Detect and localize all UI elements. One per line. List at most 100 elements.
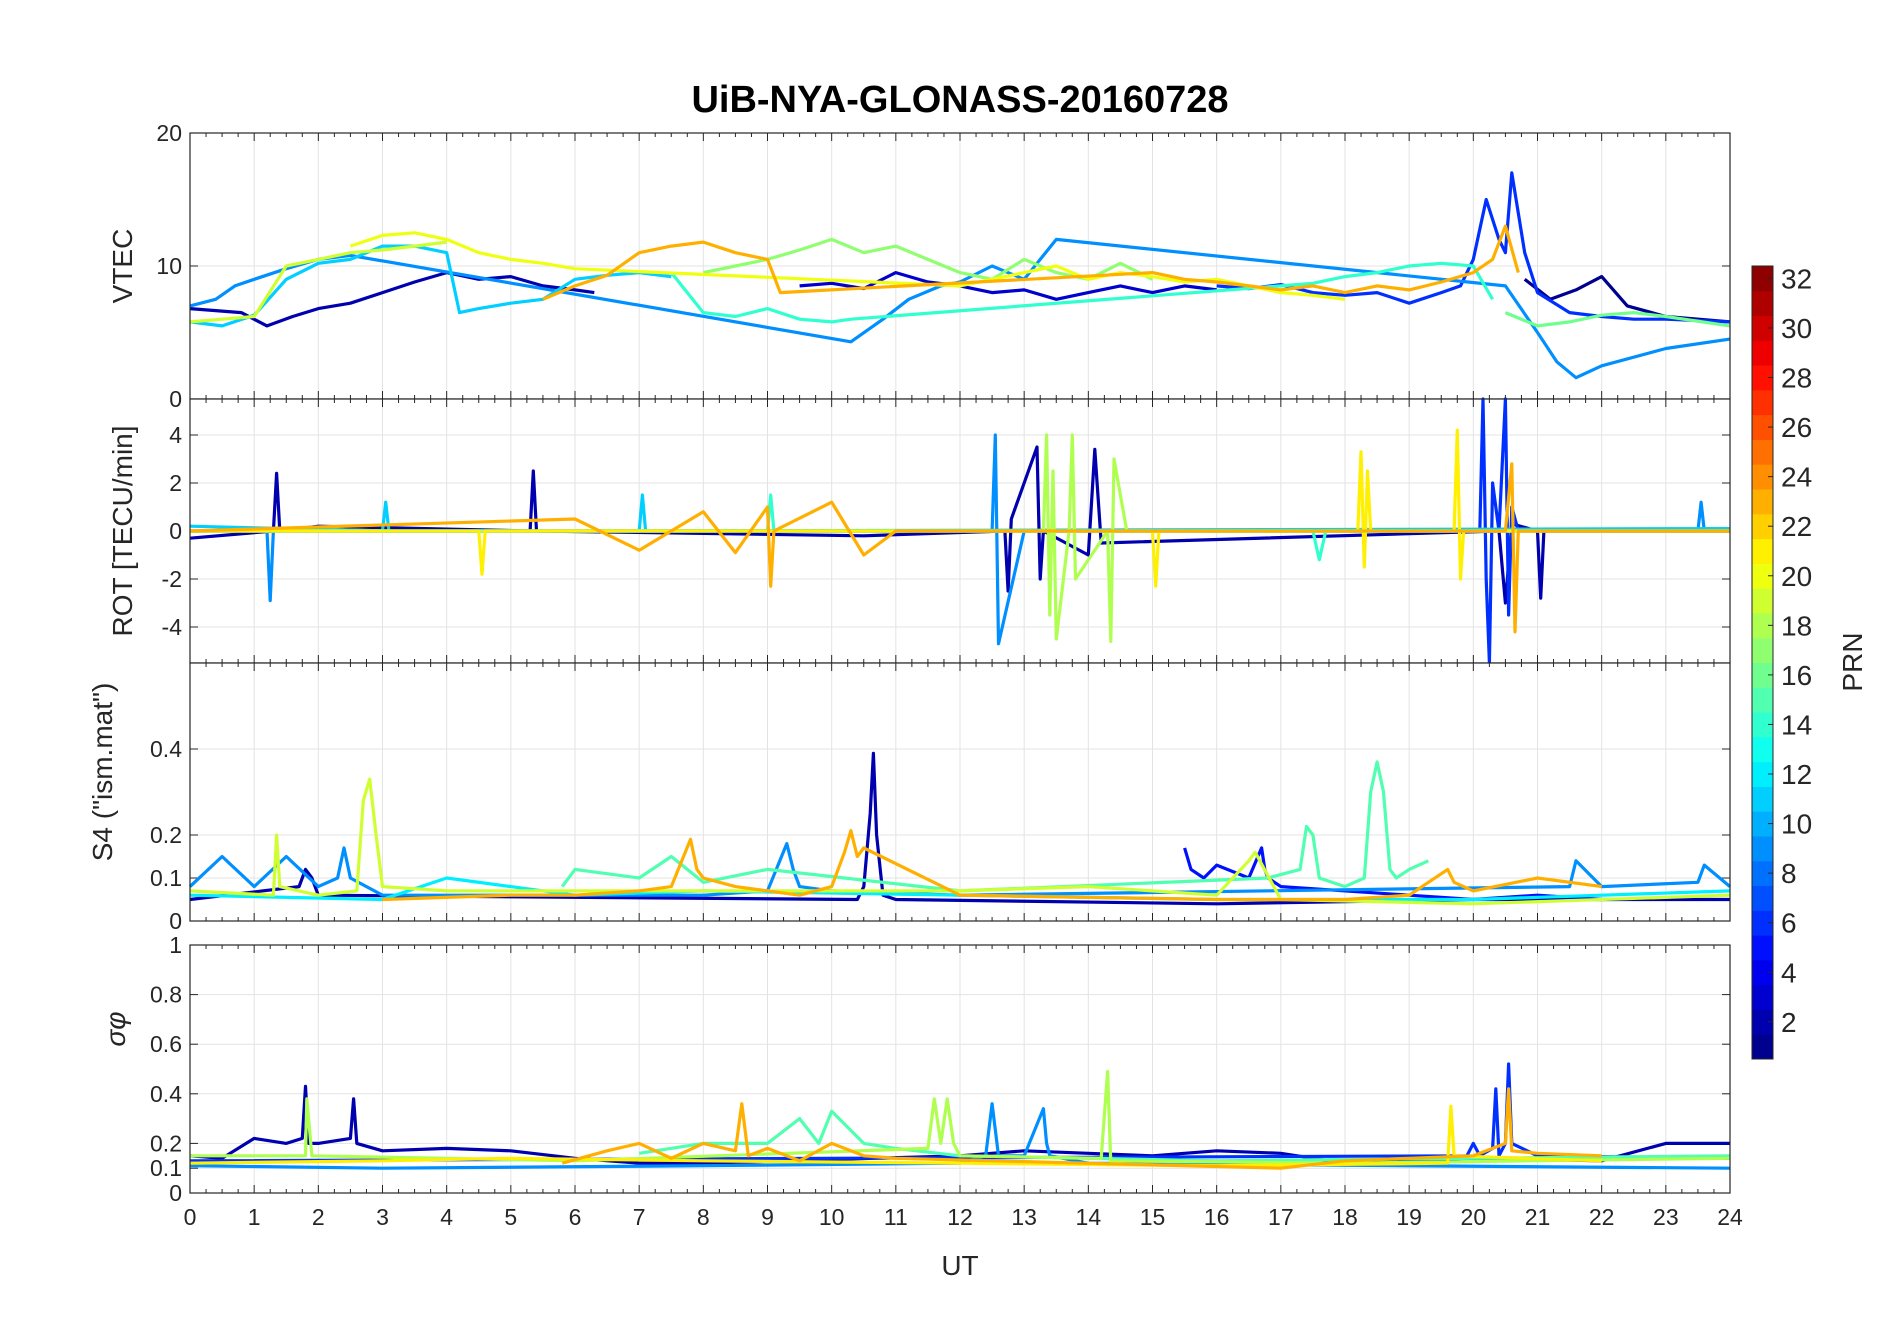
x-tick-label: 7 xyxy=(633,1204,646,1230)
colorbar-segment xyxy=(1752,538,1773,564)
colorbar-segment xyxy=(1752,786,1773,812)
series-prn-11 xyxy=(189,244,672,328)
y-tick-label: 0.6 xyxy=(150,1031,182,1057)
colorbar-tick-label: 18 xyxy=(1781,610,1812,641)
colorbar-tick-label: 24 xyxy=(1781,462,1812,493)
series-prn-19 xyxy=(189,240,447,324)
series-prn-2 xyxy=(189,751,1730,906)
series-prn-15 xyxy=(560,760,1430,893)
y-tick-label: 2 xyxy=(169,470,182,496)
x-tick-label: 21 xyxy=(1525,1204,1551,1230)
colorbar-segment xyxy=(1752,1034,1773,1060)
y-tick-label: -2 xyxy=(162,566,182,592)
x-tick-label: 17 xyxy=(1268,1204,1294,1230)
panel-3: 0 0.1 0.2 0.4 S4 ("ism.mat") xyxy=(87,662,1732,934)
colorbar-segment xyxy=(1752,290,1773,317)
x-tick-label: 6 xyxy=(569,1204,582,1230)
series-prn-19 xyxy=(189,777,1731,906)
y-tick-label: 1 xyxy=(169,932,182,958)
x-tick-label: 0 xyxy=(184,1204,197,1230)
colorbar-segment xyxy=(1752,315,1773,341)
colorbar-segment xyxy=(1752,266,1773,292)
panel-4: 00.10.2 0.4 0.6 0.8 1 σφ xyxy=(100,932,1731,1206)
series-prn-21 xyxy=(190,428,1730,588)
series-prn-23 xyxy=(561,1087,1602,1170)
y-tick-label: 0.8 xyxy=(150,982,182,1008)
colorbar-segment xyxy=(1752,761,1773,787)
series-prn-6 xyxy=(189,1062,1731,1163)
x-tick-label: 15 xyxy=(1140,1204,1166,1230)
colorbar-segment xyxy=(1752,612,1773,639)
colorbar-segment xyxy=(1752,712,1773,738)
x-tick-label: 18 xyxy=(1332,1204,1358,1230)
colorbar-segment xyxy=(1752,860,1773,887)
series-prn-16 xyxy=(1504,311,1731,328)
colorbar-segment xyxy=(1752,489,1773,515)
colorbar-segment xyxy=(1752,736,1773,763)
colorbar-segment xyxy=(1752,439,1773,465)
colorbar-segment xyxy=(1752,365,1773,391)
colorbar-tick-label: 6 xyxy=(1781,908,1797,939)
series-prn-23 xyxy=(542,224,1520,301)
series-prn-3 xyxy=(799,271,1217,301)
y-axis-label: ROT [TECU/min] xyxy=(107,425,138,636)
x-tick-label: 12 xyxy=(947,1204,973,1230)
y-axis-label: σφ xyxy=(100,1011,131,1046)
colorbar-segment xyxy=(1752,835,1773,862)
colorbar-segment xyxy=(1752,984,1773,1010)
colorbar-segment xyxy=(1752,513,1773,540)
y-tick-label: 0.4 xyxy=(150,736,182,762)
y-tick-label: 0.2 xyxy=(150,1130,182,1156)
colorbar-tick-label: 22 xyxy=(1781,511,1812,542)
y-tick-label: 0.2 xyxy=(150,822,182,848)
panel-1: 0 10 20 VTEC xyxy=(107,120,1731,412)
colorbar-tick-label: 4 xyxy=(1781,957,1797,988)
series-prn-9 xyxy=(190,433,1730,646)
series-prn-14 xyxy=(670,261,1494,324)
colorbar-segment xyxy=(1752,811,1773,837)
colorbar-tick-label: 10 xyxy=(1781,809,1812,840)
colorbar-segment xyxy=(1752,662,1773,688)
x-tick-label: 22 xyxy=(1589,1204,1615,1230)
colorbar-tick-label: 12 xyxy=(1781,759,1812,790)
colorbar-segment xyxy=(1752,414,1773,440)
colorbar-segment xyxy=(1752,340,1773,366)
x-tick-label: 19 xyxy=(1396,1204,1422,1230)
y-axis-label: S4 ("ism.mat") xyxy=(87,683,118,862)
x-tick-label: 13 xyxy=(1011,1204,1037,1230)
series-prn-6 xyxy=(1216,171,1731,324)
series-prn-23 xyxy=(189,462,1730,634)
y-tick-label: 0.4 xyxy=(150,1081,182,1107)
y-tick-label: 0.1 xyxy=(150,865,182,891)
x-tick-label: 24 xyxy=(1717,1204,1743,1230)
x-tick-label: 23 xyxy=(1653,1204,1679,1230)
chart-title: UiB-NYA-GLONASS-20160728 xyxy=(691,79,1228,121)
y-tick-label: 20 xyxy=(156,120,182,146)
y-tick-label: 0 xyxy=(169,386,182,412)
y-tick-label: 10 xyxy=(156,253,182,279)
x-tick-label: 14 xyxy=(1076,1204,1102,1230)
colorbar-tick-label: 16 xyxy=(1781,660,1812,691)
axes-box xyxy=(189,662,1731,922)
colorbar-segment xyxy=(1752,935,1773,961)
colorbar-segment xyxy=(1752,637,1773,663)
colorbar-segment xyxy=(1752,464,1773,490)
x-tick-label: 16 xyxy=(1204,1204,1230,1230)
colorbar-label: PRN xyxy=(1837,632,1868,691)
x-tick-label: 4 xyxy=(440,1204,453,1230)
x-tick-label: 2 xyxy=(312,1204,325,1230)
colorbar-segment xyxy=(1752,389,1773,416)
colorbar-segment xyxy=(1752,1009,1773,1035)
colorbar-tick-label: 32 xyxy=(1781,263,1812,294)
x-tick-label: 8 xyxy=(697,1204,710,1230)
colorbar-segment xyxy=(1752,885,1773,911)
series-prn-23 xyxy=(382,829,1602,902)
colorbar-segment xyxy=(1752,687,1773,713)
colorbar-segment xyxy=(1752,588,1773,614)
x-tick-label: 11 xyxy=(884,1204,908,1230)
colorbar-tick-label: 28 xyxy=(1781,363,1812,394)
x-tick-label: 9 xyxy=(761,1204,774,1230)
y-tick-label: 4 xyxy=(169,422,182,448)
x-tick-label: 20 xyxy=(1461,1204,1487,1230)
